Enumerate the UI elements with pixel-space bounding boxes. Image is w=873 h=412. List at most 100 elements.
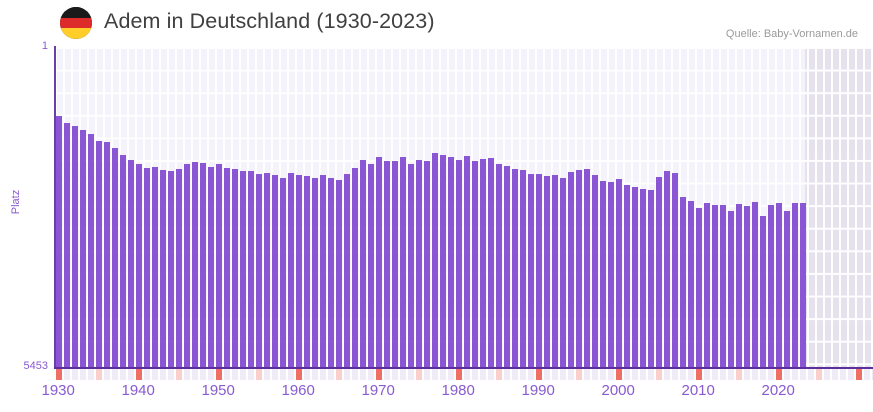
bar[interactable] [703,203,710,367]
bar[interactable] [407,163,414,367]
bar[interactable] [655,177,662,367]
bar[interactable] [135,164,142,367]
bar[interactable] [447,156,454,367]
bar[interactable] [775,203,782,367]
bar[interactable] [103,142,110,367]
bar[interactable] [735,204,742,367]
bar[interactable] [79,129,86,367]
bar[interactable] [231,169,238,367]
bar[interactable] [399,156,406,367]
bar[interactable] [111,147,118,367]
bar[interactable] [359,160,366,367]
bar[interactable] [279,177,286,367]
bar[interactable] [495,163,502,367]
bar[interactable] [63,122,70,367]
bar[interactable] [159,169,166,367]
bar[interactable] [663,171,670,367]
bar[interactable] [743,206,750,367]
bar[interactable] [695,207,702,367]
bar[interactable] [511,169,518,367]
bar[interactable] [543,176,550,367]
bar[interactable] [719,205,726,367]
bar[interactable] [463,156,470,367]
bar[interactable] [479,159,486,367]
bar[interactable] [263,173,270,367]
bar[interactable] [767,205,774,367]
bar[interactable] [647,190,654,367]
bar[interactable] [351,167,358,367]
bar[interactable] [95,140,102,367]
bar[interactable] [423,161,430,367]
bar[interactable] [327,177,334,367]
bar[interactable] [671,173,678,367]
x-tick-faint [399,369,406,380]
bar[interactable] [487,158,494,367]
x-tick-faint [559,369,566,380]
bar[interactable] [567,171,574,367]
bar[interactable] [455,160,462,367]
bar[interactable] [391,160,398,367]
bar[interactable] [599,180,606,367]
bar[interactable] [223,167,230,367]
bar[interactable] [631,186,638,367]
bar[interactable] [311,178,318,367]
bar[interactable] [727,211,734,367]
bar[interactable] [271,174,278,367]
bar[interactable] [383,161,390,367]
bar[interactable] [679,196,686,367]
bar[interactable] [551,175,558,367]
bar[interactable] [519,170,526,367]
bar[interactable] [503,165,510,367]
bar[interactable] [751,201,758,367]
bar[interactable] [639,188,646,367]
bar[interactable] [439,154,446,367]
bar[interactable] [687,200,694,367]
bar[interactable] [295,174,302,367]
bar[interactable] [575,169,582,367]
bar[interactable] [303,176,310,367]
bar[interactable] [559,178,566,367]
bar[interactable] [319,175,326,367]
bar[interactable] [591,174,598,367]
bar[interactable] [183,164,190,367]
bar[interactable] [759,215,766,367]
bar[interactable] [87,133,94,367]
bar[interactable] [215,163,222,367]
bar[interactable] [71,126,78,367]
bar[interactable] [247,170,254,367]
x-tick-faint [479,369,486,380]
bar[interactable] [527,174,534,367]
bar[interactable] [191,161,198,367]
bar[interactable] [431,152,438,367]
bar[interactable] [375,157,382,367]
y-axis-line [54,46,56,368]
bar[interactable] [151,166,158,367]
bar[interactable] [199,163,206,367]
bar[interactable] [175,169,182,367]
bar[interactable] [799,203,806,367]
bar[interactable] [143,167,150,367]
bar[interactable] [623,184,630,367]
x-tick-faint [127,369,134,380]
bar[interactable] [535,173,542,367]
x-axis-tick-strip [55,369,873,380]
bar[interactable] [335,179,342,367]
bar[interactable] [119,154,126,367]
bar[interactable] [711,205,718,367]
bar[interactable] [791,203,798,367]
bar[interactable] [255,173,262,367]
bar[interactable] [239,171,246,367]
bar[interactable] [607,181,614,367]
bar[interactable] [367,163,374,367]
bar[interactable] [471,161,478,367]
bar[interactable] [343,173,350,367]
bar[interactable] [167,171,174,367]
bar[interactable] [55,116,62,367]
bar[interactable] [783,211,790,367]
bar[interactable] [583,169,590,367]
bar[interactable] [287,172,294,367]
bar[interactable] [415,160,422,367]
bar[interactable] [127,159,134,367]
bar[interactable] [615,179,622,367]
bar[interactable] [207,166,214,367]
